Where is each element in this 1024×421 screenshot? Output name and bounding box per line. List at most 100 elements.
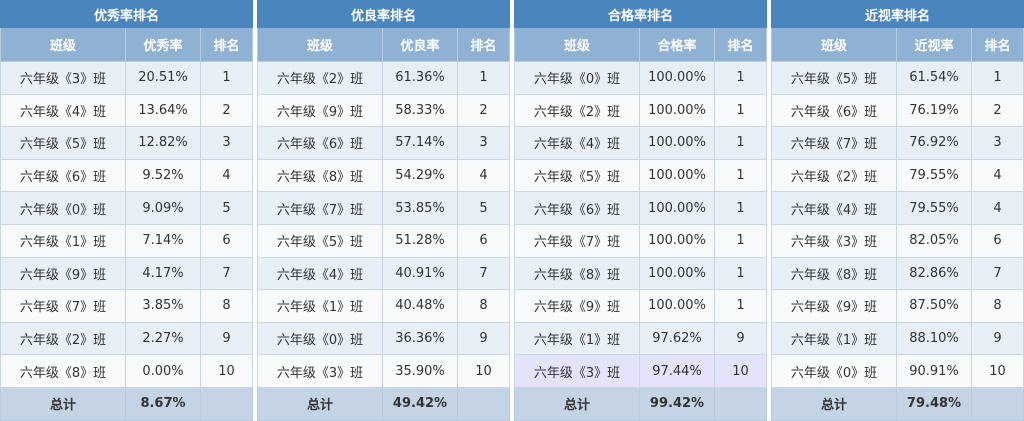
- rank-cell: 1: [713, 126, 768, 160]
- table-row: 六年级《0》班 36.36% 9: [257, 321, 511, 356]
- rank-cell: 1: [713, 158, 768, 193]
- rank-cell: 1: [456, 61, 511, 95]
- panel-excellent-rate: 优秀率排名 班级 优秀率 排名 六年级《3》班 20.51% 1 六年级《4》班 13…: [0, 0, 254, 421]
- panel-title: 优良率排名: [256, 0, 511, 28]
- rank-cell: 1: [713, 223, 768, 258]
- rank-cell: 1: [713, 61, 768, 95]
- value-cell: 76.19%: [896, 93, 972, 128]
- table-row: 六年级《1》班 7.14% 6: [0, 223, 254, 258]
- class-cell: 六年级《9》班: [0, 256, 126, 291]
- value-cell: 100.00%: [639, 289, 715, 323]
- value-cell: 79.55%: [896, 158, 972, 193]
- total-rank-cell: [456, 386, 511, 421]
- class-cell: 六年级《5》班: [0, 126, 126, 160]
- value-cell: 12.82%: [125, 126, 201, 160]
- table-row: 六年级《6》班 100.00% 1: [514, 191, 768, 225]
- value-cell: 2.27%: [125, 321, 201, 356]
- total-rank-cell: [199, 386, 254, 421]
- total-value: 99.42%: [639, 386, 715, 421]
- class-cell: 六年级《1》班: [514, 321, 640, 356]
- rank-cell: 1: [713, 256, 768, 291]
- rank-cell: 10: [713, 354, 768, 388]
- table-row: 六年级《2》班 2.27% 9: [0, 321, 254, 356]
- value-cell: 100.00%: [639, 93, 715, 128]
- table-row: 六年级《1》班 88.10% 9: [771, 321, 1024, 356]
- value-cell: 4.17%: [125, 256, 201, 291]
- value-cell: 51.28%: [382, 223, 458, 258]
- rank-cell: 1: [713, 289, 768, 323]
- table-row: 六年级《6》班 76.19% 2: [771, 93, 1024, 128]
- value-cell: 100.00%: [639, 191, 715, 225]
- class-cell: 六年级《3》班: [771, 223, 897, 258]
- col-header-rank: 排名: [456, 27, 511, 62]
- col-header-class: 班级: [771, 27, 897, 62]
- class-cell: 六年级《5》班: [257, 223, 383, 258]
- ranking-table: 近视率排名 班级 近视率 排名 六年级《5》班 61.54% 1 六年级《6》班 76…: [770, 0, 1024, 421]
- rank-cell: 6: [199, 223, 254, 258]
- total-row: 总计 8.67%: [0, 386, 254, 421]
- rank-cell: 5: [456, 191, 511, 225]
- table-row-highlighted: 六年级《3》班 97.44% 10: [514, 354, 768, 388]
- value-cell: 9.09%: [125, 191, 201, 225]
- rank-cell: 6: [456, 223, 511, 258]
- value-cell: 100.00%: [639, 126, 715, 160]
- value-cell: 0.00%: [125, 354, 201, 388]
- rank-cell: 3: [199, 126, 254, 160]
- rank-cell: 2: [456, 93, 511, 128]
- rank-cell: 7: [456, 256, 511, 291]
- col-header-metric: 优良率: [382, 27, 458, 62]
- value-cell: 36.36%: [382, 321, 458, 356]
- table-row: 六年级《8》班 54.29% 4: [257, 158, 511, 193]
- rank-cell: 8: [199, 289, 254, 323]
- table-row: 六年级《2》班 79.55% 4: [771, 158, 1024, 193]
- value-cell: 100.00%: [639, 223, 715, 258]
- value-cell: 57.14%: [382, 126, 458, 160]
- value-cell: 40.91%: [382, 256, 458, 291]
- rank-cell: 4: [199, 158, 254, 193]
- rank-cell: 4: [456, 158, 511, 193]
- table-row: 六年级《4》班 79.55% 4: [771, 191, 1024, 225]
- table-row: 六年级《5》班 12.82% 3: [0, 126, 254, 160]
- col-header-class: 班级: [257, 27, 383, 62]
- class-cell: 六年级《4》班: [514, 126, 640, 160]
- class-cell: 六年级《7》班: [514, 223, 640, 258]
- table-row: 六年级《9》班 58.33% 2: [257, 93, 511, 128]
- value-cell: 9.52%: [125, 158, 201, 193]
- table-row: 六年级《9》班 4.17% 7: [0, 256, 254, 291]
- table-row: 六年级《7》班 100.00% 1: [514, 223, 768, 258]
- value-cell: 82.05%: [896, 223, 972, 258]
- panel-good-rate: 优良率排名 班级 优良率 排名 六年级《2》班 61.36% 1 六年级《9》班 58…: [256, 0, 511, 421]
- rank-cell: 8: [456, 289, 511, 323]
- rank-cell: 2: [970, 93, 1024, 128]
- value-cell: 82.86%: [896, 256, 972, 291]
- table-row: 六年级《3》班 82.05% 6: [771, 223, 1024, 258]
- class-cell: 六年级《4》班: [257, 256, 383, 291]
- rank-cell: 9: [970, 321, 1024, 356]
- rank-cell: 9: [199, 321, 254, 356]
- panel-title: 合格率排名: [513, 0, 768, 28]
- total-rank-cell: [713, 386, 768, 421]
- value-cell: 87.50%: [896, 289, 972, 323]
- class-cell: 六年级《5》班: [771, 61, 897, 95]
- col-header-metric: 近视率: [896, 27, 972, 62]
- rank-cell: 1: [970, 61, 1024, 95]
- col-header-class: 班级: [514, 27, 640, 62]
- class-cell: 六年级《8》班: [771, 256, 897, 291]
- table-row: 六年级《9》班 87.50% 8: [771, 289, 1024, 323]
- value-cell: 58.33%: [382, 93, 458, 128]
- value-cell: 53.85%: [382, 191, 458, 225]
- ranking-table: 优秀率排名 班级 优秀率 排名 六年级《3》班 20.51% 1 六年级《4》班 13…: [0, 0, 254, 421]
- value-cell: 20.51%: [125, 61, 201, 95]
- class-cell: 六年级《5》班: [514, 158, 640, 193]
- table-row: 六年级《3》班 20.51% 1: [0, 61, 254, 95]
- table-row: 六年级《5》班 100.00% 1: [514, 158, 768, 193]
- class-cell: 六年级《4》班: [0, 93, 126, 128]
- table-row: 六年级《9》班 100.00% 1: [514, 289, 768, 323]
- value-cell: 40.48%: [382, 289, 458, 323]
- col-header-rank: 排名: [713, 27, 768, 62]
- value-cell: 79.55%: [896, 191, 972, 225]
- class-cell: 六年级《9》班: [514, 289, 640, 323]
- class-cell: 六年级《0》班: [514, 61, 640, 95]
- rank-cell: 7: [199, 256, 254, 291]
